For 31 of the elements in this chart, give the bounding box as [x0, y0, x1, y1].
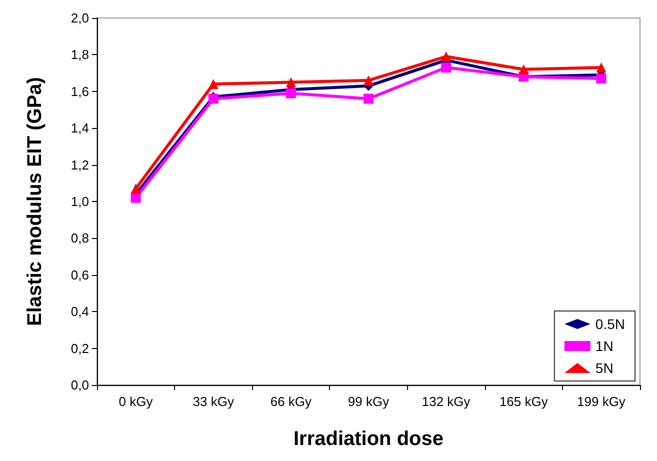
- y-tick-label: 0,4: [70, 304, 89, 320]
- legend-label: 1N: [595, 338, 614, 354]
- y-tick-label: 1,4: [70, 120, 89, 136]
- y-tick-label: 0,0: [70, 378, 89, 392]
- y-tick-label: 1,2: [70, 157, 89, 172]
- point: [441, 62, 452, 73]
- y-tick-label: 1,8: [70, 47, 89, 62]
- point: [518, 64, 529, 74]
- point: [364, 94, 374, 104]
- x-tick-label: 66 kGy: [270, 394, 312, 409]
- x-tick-label: 165 kGy: [499, 394, 548, 409]
- x-axis-title: Irradiation dose: [293, 428, 444, 450]
- y-tick-label: 1,0: [70, 194, 89, 209]
- x-tick-label: 199 kGy: [577, 394, 626, 409]
- x-tick-label: 33 kGy: [192, 394, 234, 409]
- y-tick-label: 0,2: [70, 340, 89, 356]
- legend-label: 5N: [595, 360, 614, 376]
- x-tick-label: 132 kGy: [422, 394, 471, 409]
- y-tick-label: 1,6: [70, 84, 89, 99]
- y-tick-label: 0,6: [70, 267, 89, 282]
- y-axis-title: Elastic modulus EIT (GPa): [24, 77, 46, 326]
- point: [286, 77, 296, 88]
- y-tick-label: 2,0: [70, 10, 89, 26]
- point: [364, 75, 374, 86]
- point: [130, 192, 141, 203]
- legend-label: 0.5N: [595, 316, 626, 332]
- point: [130, 184, 141, 194]
- point: [208, 79, 218, 90]
- y-tick-label: 0,8: [70, 230, 89, 246]
- x-tick-label: 0 kGy: [118, 394, 154, 409]
- x-tick-label: 99 kGy: [348, 394, 390, 409]
